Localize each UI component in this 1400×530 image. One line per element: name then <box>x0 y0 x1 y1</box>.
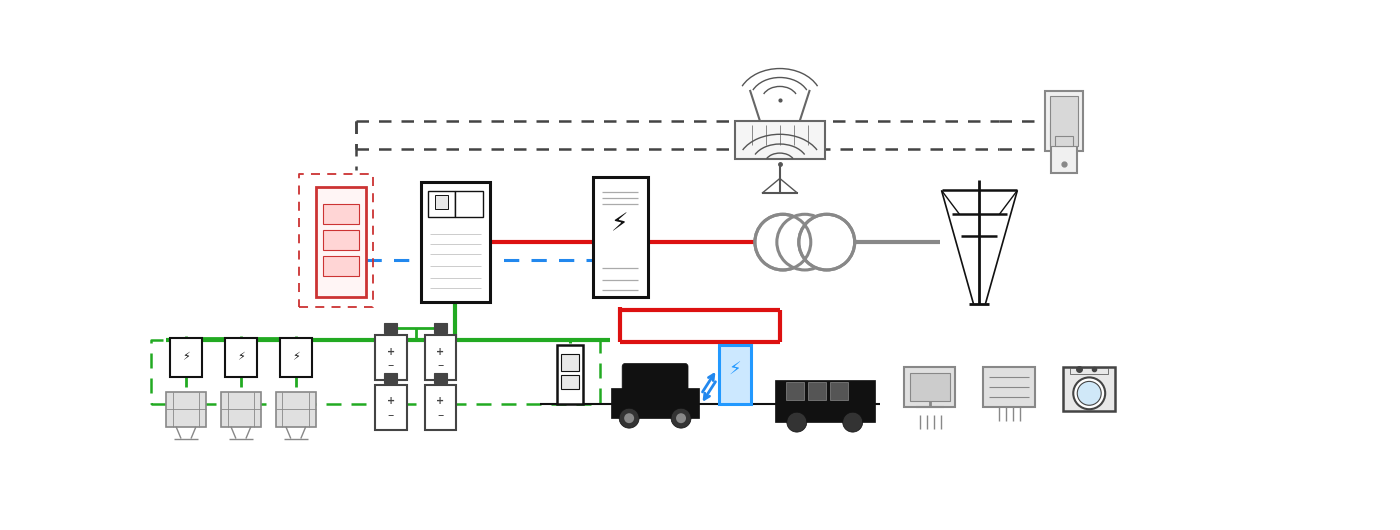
Text: ⚡: ⚡ <box>612 212 629 236</box>
Text: –: – <box>388 409 393 422</box>
FancyBboxPatch shape <box>384 373 398 383</box>
FancyBboxPatch shape <box>424 385 456 430</box>
FancyBboxPatch shape <box>225 338 256 377</box>
FancyBboxPatch shape <box>169 338 202 377</box>
FancyBboxPatch shape <box>1063 367 1116 411</box>
FancyBboxPatch shape <box>280 338 312 377</box>
FancyBboxPatch shape <box>276 392 316 427</box>
Text: –: – <box>437 409 444 422</box>
Text: +: + <box>437 396 445 407</box>
Circle shape <box>619 408 640 428</box>
FancyBboxPatch shape <box>167 392 206 427</box>
FancyBboxPatch shape <box>1070 368 1109 374</box>
FancyBboxPatch shape <box>424 335 456 380</box>
Circle shape <box>1077 382 1102 405</box>
Text: ⚡: ⚡ <box>728 360 741 378</box>
FancyBboxPatch shape <box>903 367 955 407</box>
Text: ⚡: ⚡ <box>237 352 245 363</box>
FancyBboxPatch shape <box>323 230 358 250</box>
FancyBboxPatch shape <box>1051 123 1077 173</box>
FancyBboxPatch shape <box>720 344 750 404</box>
FancyBboxPatch shape <box>808 382 826 400</box>
FancyBboxPatch shape <box>316 188 365 297</box>
FancyBboxPatch shape <box>785 382 804 400</box>
Circle shape <box>799 214 854 270</box>
FancyBboxPatch shape <box>384 323 398 333</box>
Text: +: + <box>386 347 395 357</box>
FancyBboxPatch shape <box>375 335 406 380</box>
Circle shape <box>671 408 692 428</box>
FancyBboxPatch shape <box>1050 96 1078 146</box>
Circle shape <box>1074 377 1105 409</box>
FancyBboxPatch shape <box>622 364 687 394</box>
FancyBboxPatch shape <box>561 354 580 372</box>
FancyBboxPatch shape <box>375 385 406 430</box>
FancyBboxPatch shape <box>221 392 260 427</box>
Circle shape <box>777 214 833 270</box>
FancyBboxPatch shape <box>910 374 949 401</box>
Circle shape <box>755 214 811 270</box>
FancyBboxPatch shape <box>774 381 875 422</box>
FancyBboxPatch shape <box>434 323 447 333</box>
FancyBboxPatch shape <box>1056 136 1074 146</box>
FancyBboxPatch shape <box>434 373 447 383</box>
FancyBboxPatch shape <box>323 205 358 224</box>
Circle shape <box>787 412 806 432</box>
FancyBboxPatch shape <box>455 191 483 217</box>
Circle shape <box>843 412 862 432</box>
Text: –: – <box>437 359 444 372</box>
Text: +: + <box>386 396 395 407</box>
FancyBboxPatch shape <box>434 196 448 209</box>
Circle shape <box>624 413 634 423</box>
FancyBboxPatch shape <box>561 375 580 390</box>
FancyBboxPatch shape <box>612 388 699 418</box>
Text: –: – <box>388 359 393 372</box>
FancyBboxPatch shape <box>830 382 848 400</box>
FancyBboxPatch shape <box>323 256 358 276</box>
FancyBboxPatch shape <box>735 121 825 158</box>
Circle shape <box>676 413 686 423</box>
FancyBboxPatch shape <box>1046 91 1084 151</box>
FancyBboxPatch shape <box>427 191 455 217</box>
Text: ⚡: ⚡ <box>293 352 300 363</box>
Text: ⚡: ⚡ <box>182 352 190 363</box>
FancyBboxPatch shape <box>557 344 584 404</box>
FancyBboxPatch shape <box>983 367 1036 407</box>
FancyBboxPatch shape <box>592 178 648 297</box>
Text: +: + <box>437 347 445 357</box>
FancyBboxPatch shape <box>420 182 490 302</box>
